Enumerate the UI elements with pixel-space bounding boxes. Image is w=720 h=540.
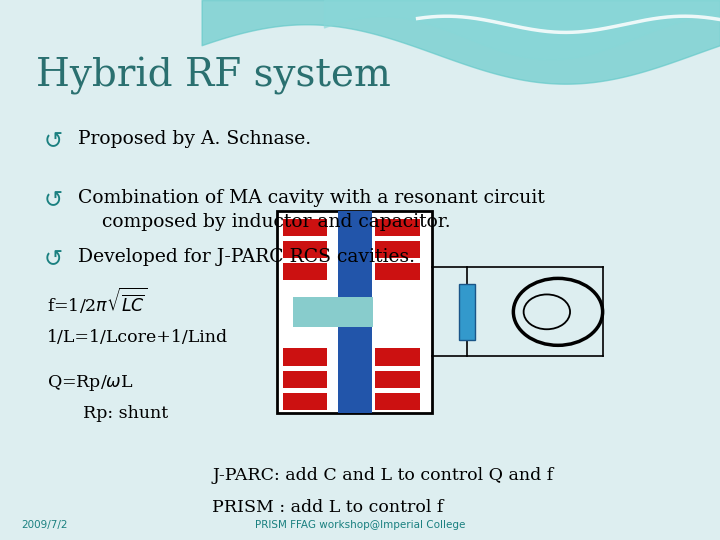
Text: Q=Rp/$\omega$L: Q=Rp/$\omega$L (47, 373, 133, 393)
Bar (283, 241, 327, 258)
Bar (376, 219, 420, 236)
Bar (283, 370, 327, 388)
Text: Developed for J-PARC RCS cavities.: Developed for J-PARC RCS cavities. (78, 248, 415, 266)
Text: ↺: ↺ (43, 248, 63, 272)
Bar (376, 393, 420, 410)
Bar (283, 219, 327, 236)
Text: J-PARC: add C and L to control Q and f: J-PARC: add C and L to control Q and f (212, 467, 554, 484)
Bar (338, 211, 372, 413)
Text: ↺: ↺ (43, 130, 63, 153)
Text: Proposed by A. Schnase.: Proposed by A. Schnase. (78, 130, 311, 147)
Bar (376, 348, 420, 366)
Bar (283, 393, 327, 410)
Bar (283, 348, 327, 366)
Bar (283, 264, 327, 280)
Text: 2009/7/2: 2009/7/2 (22, 520, 68, 530)
Text: PRISM FFAG workshop@Imperial College: PRISM FFAG workshop@Imperial College (255, 520, 465, 530)
Bar (376, 241, 420, 258)
Text: ↺: ↺ (43, 189, 63, 212)
Text: Hybrid RF system: Hybrid RF system (36, 57, 391, 94)
Text: Rp: shunt: Rp: shunt (83, 405, 168, 422)
Text: PRISM : add L to control f: PRISM : add L to control f (212, 500, 444, 516)
Text: f=1/2$\pi\sqrt{\overline{LC}}$: f=1/2$\pi\sqrt{\overline{LC}}$ (47, 286, 147, 316)
Bar (292, 297, 373, 327)
Bar (459, 284, 475, 340)
Text: 1/L=1/Lcore+1/Lind: 1/L=1/Lcore+1/Lind (47, 329, 228, 346)
Bar (376, 264, 420, 280)
Bar (376, 370, 420, 388)
Bar (277, 211, 432, 413)
Text: Combination of MA cavity with a resonant circuit
    composed by inductor and ca: Combination of MA cavity with a resonant… (78, 189, 544, 231)
